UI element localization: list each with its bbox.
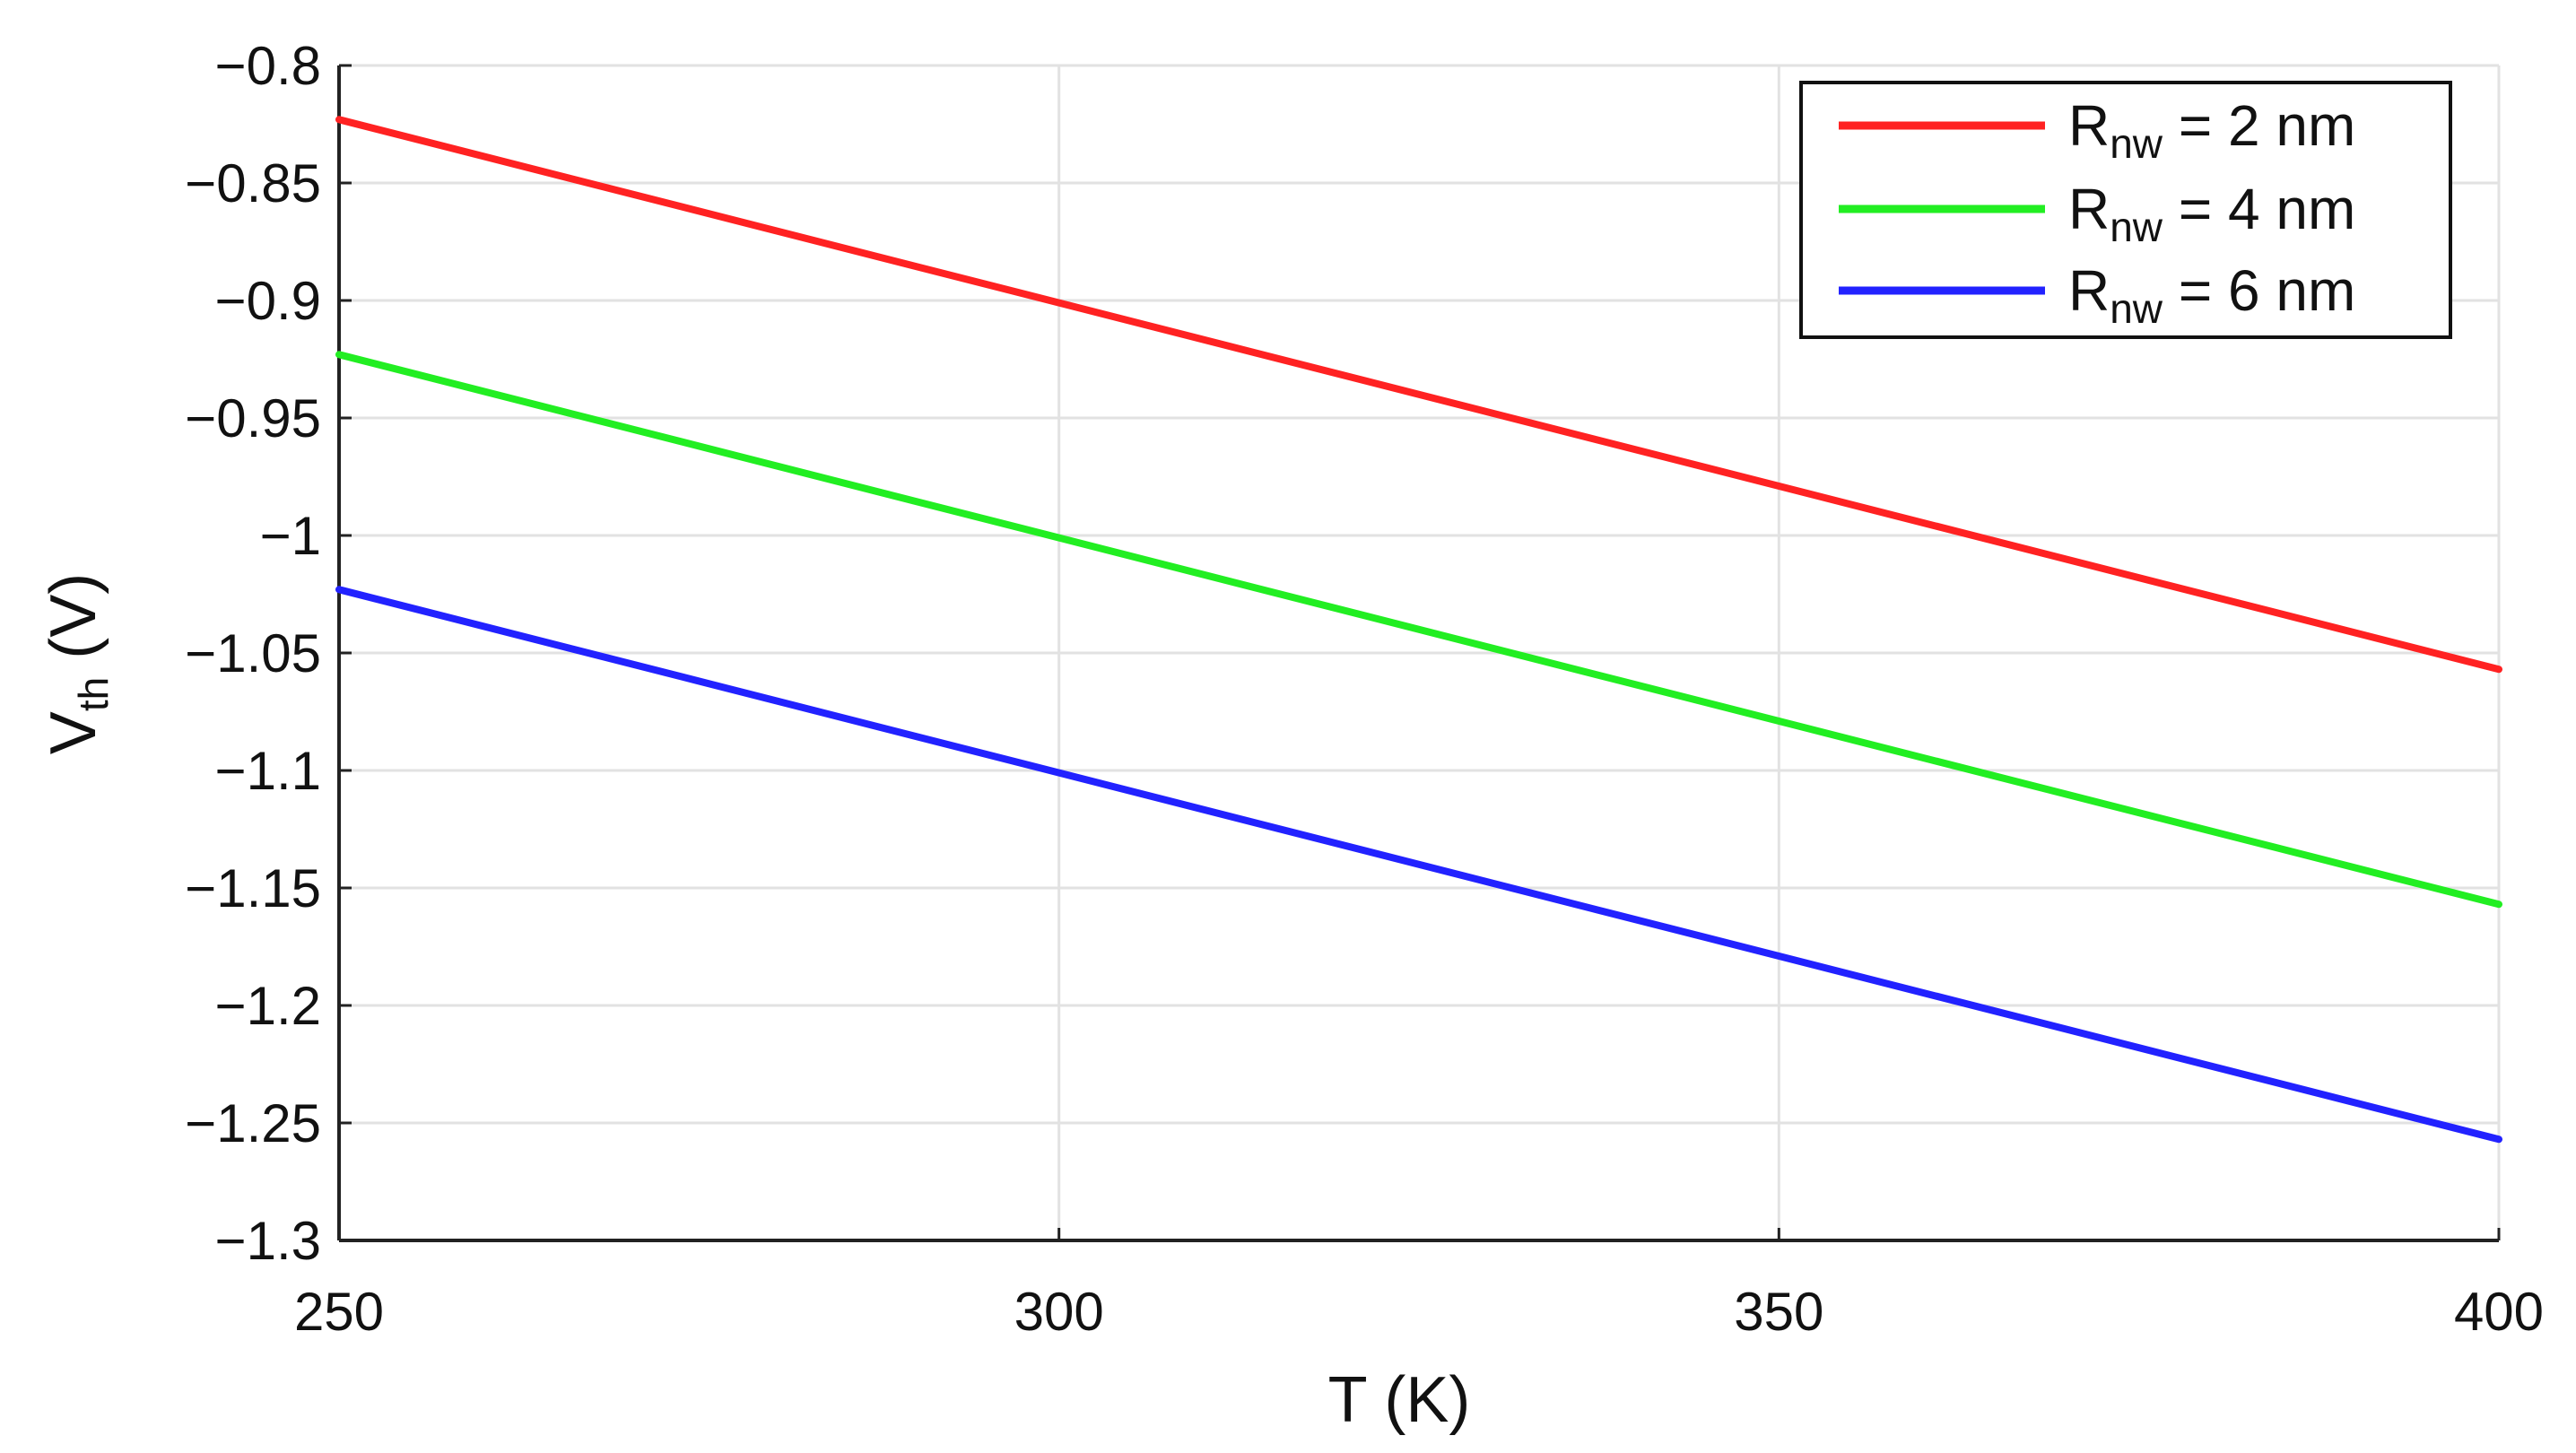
- x-tick-label: 400: [2454, 1282, 2544, 1342]
- y-tick-label: −0.95: [185, 388, 321, 448]
- y-tick-label: −1.3: [215, 1211, 321, 1271]
- y-tick-label: −1.1: [215, 741, 321, 801]
- y-tick-label: −0.9: [215, 271, 321, 331]
- y-tick-label: −1.25: [185, 1093, 321, 1153]
- series-group: [335, 116, 2502, 1144]
- series-line-rnw-2: [335, 116, 2502, 674]
- tick-labels: 250 300 350 400 −0.8 −0.85 −0.9 −0.95 −1 −1.05 −1.…: [185, 36, 2544, 1342]
- legend-label-rnw-2: Rnw = 2 nm: [2068, 93, 2355, 167]
- y-axis-title-sub: th: [70, 677, 117, 711]
- y-axis-title: Vth (V): [38, 573, 117, 754]
- series-line-rnw-6: [335, 586, 2502, 1144]
- y-tick-label: −1.15: [185, 858, 321, 918]
- y-tick-label: −1.05: [185, 623, 321, 683]
- x-axis-title: T (K): [1328, 1364, 1471, 1436]
- x-tick-label: 350: [1734, 1282, 1823, 1342]
- legend-label-rnw-6: Rnw = 6 nm: [2068, 258, 2355, 332]
- x-tick-label: 250: [294, 1282, 384, 1342]
- y-tick-label: −1: [260, 506, 321, 566]
- y-axis-title-main: V: [38, 711, 109, 754]
- y-tick-label: −1.2: [215, 976, 321, 1036]
- y-tick-label: −0.8: [215, 36, 321, 96]
- series-line-rnw-4: [335, 351, 2502, 909]
- x-tick-label: 300: [1014, 1282, 1104, 1342]
- legend: Rnw = 2 nm Rnw = 4 nm Rnw = 6 nm: [1799, 81, 2452, 339]
- y-tick-label: −0.85: [185, 153, 321, 213]
- y-axis-title-unit: (V): [38, 573, 109, 677]
- legend-label-rnw-4: Rnw = 4 nm: [2068, 177, 2355, 250]
- axes: [337, 64, 2501, 1242]
